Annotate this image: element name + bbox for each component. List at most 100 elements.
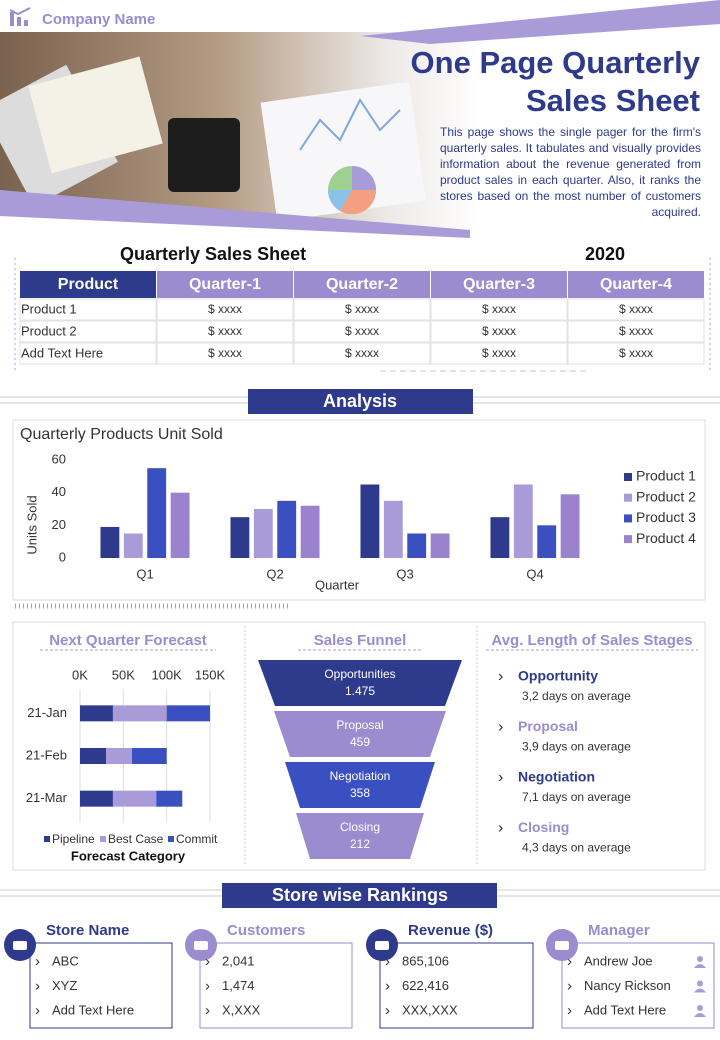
bar-segment xyxy=(106,748,132,764)
x-tick-label: Q1 xyxy=(136,566,153,581)
section-heading: Store wise Rankings xyxy=(272,885,448,905)
x-tick-label: 100K xyxy=(151,667,182,682)
cell xyxy=(293,320,431,343)
x-axis-label: Quarter xyxy=(315,577,360,592)
section-banner xyxy=(222,883,497,908)
bullet-arrow: › xyxy=(567,953,572,970)
panel xyxy=(12,419,706,601)
y-tick-label: 40 xyxy=(52,484,66,499)
legend-label: Best Case xyxy=(108,832,164,846)
bar xyxy=(407,533,427,558)
bar xyxy=(537,525,557,558)
cell-text: Product 2 xyxy=(21,323,77,338)
funnel-stage xyxy=(258,660,462,706)
stage-detail: 3,9 days on average xyxy=(522,740,631,754)
stage-name: Closing xyxy=(518,819,569,835)
panel xyxy=(12,621,706,871)
bar-segment xyxy=(112,790,157,807)
company-name: Company Name xyxy=(42,11,155,28)
legend-swatch xyxy=(168,836,174,842)
bar xyxy=(300,505,320,558)
rankings: Store Name › ABC › XYZ › Add Text Here Customer… xyxy=(4,922,715,1029)
cell-text: Add Text Here xyxy=(21,345,103,360)
ranking-item: XYZ xyxy=(52,978,77,993)
bullet-arrow: › xyxy=(205,1002,210,1019)
cell-text: $ xxxx xyxy=(208,302,242,316)
bar-segment xyxy=(166,705,210,722)
bar xyxy=(513,484,533,558)
stage-detail: 3,2 days on average xyxy=(522,689,631,703)
y-tick-label: 20 xyxy=(52,517,66,532)
ranking-box xyxy=(379,942,534,1029)
person-icon xyxy=(694,964,706,968)
icon-glyph xyxy=(13,941,27,950)
bullet-arrow: › xyxy=(498,769,503,786)
legend-label: Product 1 xyxy=(636,468,696,484)
ranking-item: 1,474 xyxy=(222,978,255,993)
stage-value: 459 xyxy=(350,735,370,749)
person-icon xyxy=(697,1005,703,1011)
cell-text: $ xxxx xyxy=(345,302,379,316)
ranking-item: Andrew Joe xyxy=(584,953,653,968)
cell xyxy=(293,342,431,365)
bullet-arrow: › xyxy=(498,820,503,837)
cell-text: $ xxxx xyxy=(619,346,653,360)
panel-title: Avg. Length of Sales Stages xyxy=(491,632,692,649)
bar-segment xyxy=(80,705,113,722)
x-tick-label: Q3 xyxy=(396,566,413,581)
header-cell xyxy=(20,271,156,298)
y-tick-label: 21-Jan xyxy=(27,705,67,720)
icon-glyph xyxy=(555,941,569,950)
cell xyxy=(293,298,431,321)
stage-value: 1.475 xyxy=(345,684,375,698)
x-tick-label: Q2 xyxy=(266,566,283,581)
bullet-arrow: › xyxy=(385,1002,390,1019)
funnel-stage xyxy=(274,711,446,757)
cell-text: $ xxxx xyxy=(208,346,242,360)
bar xyxy=(147,468,167,558)
ranking-item: Add Text Here xyxy=(584,1002,666,1017)
cell-text: $ xxxx xyxy=(482,302,516,316)
panel-title: Sales Funnel xyxy=(314,632,407,649)
cell-text: $ xxxx xyxy=(619,324,653,338)
y-tick-label: 0 xyxy=(59,549,66,564)
bullet-arrow: › xyxy=(35,953,40,970)
x-tick-label: 50K xyxy=(112,667,135,682)
header-cell xyxy=(431,271,567,298)
section-banner xyxy=(248,389,473,414)
cell xyxy=(567,342,705,365)
stage-detail: 4,3 days on average xyxy=(522,841,631,855)
funnel-stage xyxy=(285,762,435,808)
cell-text: $ xxxx xyxy=(482,324,516,338)
cell-text: $ xxxx xyxy=(345,346,379,360)
stage-detail: 7,1 days on average xyxy=(522,790,631,804)
person-icon xyxy=(694,988,706,993)
header-cell xyxy=(568,271,704,298)
person-icon xyxy=(697,956,703,962)
legend-label: Product 4 xyxy=(636,530,696,546)
header-photo xyxy=(0,0,720,238)
cell xyxy=(19,298,157,321)
column-header: Product xyxy=(58,276,119,293)
section-heading: Analysis xyxy=(323,391,397,411)
column-title: Store Name xyxy=(46,922,129,939)
cell xyxy=(430,320,568,343)
cell xyxy=(430,298,568,321)
table-title: Quarterly Sales Sheet xyxy=(120,244,306,264)
bullet-arrow: › xyxy=(205,953,210,970)
bar xyxy=(383,500,403,558)
ranking-item: 622,416 xyxy=(402,978,449,993)
bullet-arrow: › xyxy=(385,953,390,970)
funnel-stage xyxy=(296,813,424,859)
page-title: Sales Sheet xyxy=(526,83,700,118)
stage-label: Opportunities xyxy=(324,667,395,681)
logo-icon xyxy=(9,7,31,26)
bar xyxy=(170,492,190,558)
legend-label: Pipeline xyxy=(52,832,95,846)
bar-segment xyxy=(156,790,183,807)
sales-stages: › Opportunity 3,2 days on average › Proposal… xyxy=(498,668,631,855)
legend-label: Commit xyxy=(176,832,218,846)
stage-label: Closing xyxy=(340,820,380,834)
cell xyxy=(19,320,157,343)
ranking-box xyxy=(561,942,715,1029)
